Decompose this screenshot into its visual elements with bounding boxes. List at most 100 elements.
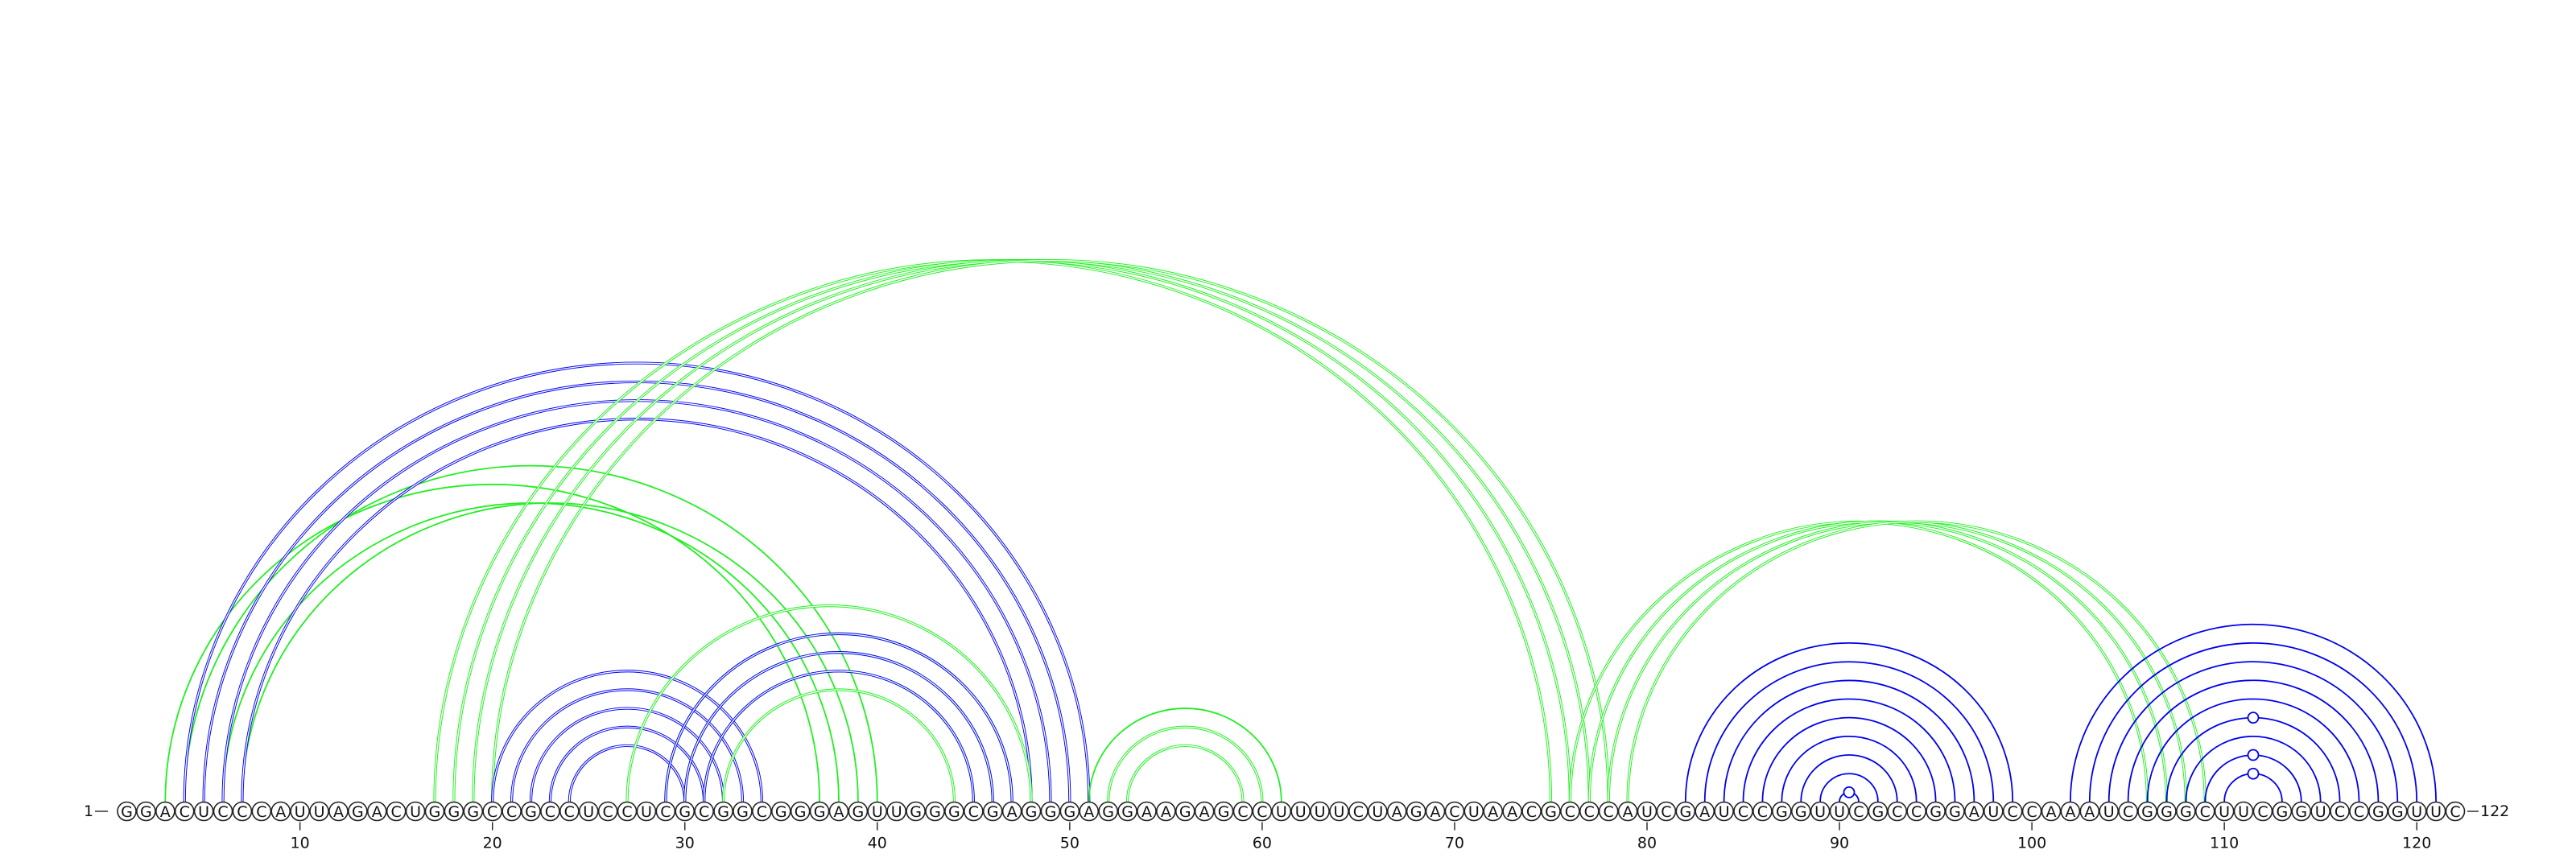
nucleotide-8: C — [251, 801, 272, 822]
arc-marker-110-113 — [2247, 767, 2260, 780]
nucleotide-56: G — [1174, 801, 1195, 822]
nucleotide-circle-21 — [502, 801, 522, 822]
nucleotide-letter-11: U — [314, 803, 325, 821]
nucleotide-letter-115: U — [2315, 803, 2326, 821]
arc-blue-31-45-inner — [704, 670, 974, 802]
nucleotide-104: U — [2099, 801, 2120, 822]
arc-marker-90-91 — [1843, 786, 1856, 798]
nucleotide-letter-44: G — [948, 803, 960, 821]
nucleotide-letter-87: G — [1776, 803, 1788, 821]
nucleotide-circle-60 — [1252, 801, 1273, 822]
nucleotide-46: G — [982, 801, 1003, 822]
nucleotide-73: A — [1502, 801, 1522, 822]
nucleotide-letter-15: C — [391, 803, 402, 821]
tick-label-110: 110 — [2210, 835, 2239, 852]
nucleotide-circle-64 — [1329, 801, 1349, 822]
nucleotide-circle-53 — [1117, 801, 1137, 822]
nucleotide-letter-119: G — [2392, 803, 2404, 821]
nucleotide-72: A — [1483, 801, 1504, 822]
nucleotide-letter-68: G — [1410, 803, 1422, 821]
nucleotide-60: C — [1252, 801, 1273, 822]
nucleotide-circle-18 — [444, 801, 464, 822]
nucleotide-circle-44 — [944, 801, 964, 822]
nucleotide-105: C — [2118, 801, 2138, 822]
arc-blue-86-95 — [1761, 717, 1937, 802]
nucleotide-115: U — [2310, 801, 2330, 822]
nucleotide-letter-38: A — [833, 803, 844, 821]
nucleotide-circle-112 — [2252, 801, 2273, 822]
tick-label-60: 60 — [1253, 835, 1272, 852]
nucleotide-letter-91: C — [1853, 803, 1864, 821]
nucleotide-circle-40 — [867, 801, 888, 822]
nucleotide-88: G — [1790, 801, 1811, 822]
nucleotide-85: C — [1733, 801, 1753, 822]
nucleotide-letter-66: U — [1372, 803, 1383, 821]
nucleotide-circle-33 — [733, 801, 753, 822]
nucleotide-letter-64: U — [1334, 803, 1345, 821]
nucleotide-circle-42 — [906, 801, 926, 822]
nucleotide-letter-50: G — [1063, 803, 1075, 821]
nucleotide-circle-54 — [1137, 801, 1157, 822]
nucleotide-37: G — [809, 801, 830, 822]
nucleotide-77: C — [1579, 801, 1600, 822]
nucleotide-43: G — [925, 801, 945, 822]
nucleotide-47: A — [1001, 801, 1022, 822]
nucleotide-letter-41: U — [891, 803, 902, 821]
nucleotide-letter-52: G — [1102, 803, 1114, 821]
nucleotide-circle-94 — [1906, 801, 1926, 822]
nucleotide-letter-88: G — [1795, 803, 1807, 821]
end-label: 122 — [2480, 802, 2509, 820]
nucleotide-circle-83 — [1695, 801, 1715, 822]
nucleotide-letter-79: A — [1623, 803, 1633, 821]
nucleotide-30: G — [675, 801, 696, 822]
nucleotide-circle-41 — [886, 801, 906, 822]
nucleotide-circle-113 — [2272, 801, 2293, 822]
nucleotide-letter-105: C — [2123, 803, 2133, 821]
nucleotide-90: U — [1829, 801, 1850, 822]
nucleotide-circle-121 — [2425, 801, 2446, 822]
nucleotide-14: A — [366, 801, 387, 822]
nucleotide-letter-54: A — [1141, 803, 1152, 821]
nucleotide-89: U — [1810, 801, 1831, 822]
nucleotide-circle-36 — [790, 801, 811, 822]
nucleotide-circle-115 — [2310, 801, 2330, 822]
arc-green-32-44-inner — [722, 689, 956, 802]
nucleotide-circle-93 — [1887, 801, 1908, 822]
nucleotide-circle-38 — [828, 801, 849, 822]
arc-blue-30-46 — [683, 651, 994, 802]
nucleotide-letter-76: C — [1565, 803, 1575, 821]
arc-blue-20-34-inner — [492, 670, 763, 802]
nucleotide-letter-106: G — [2141, 803, 2153, 821]
nucleotide-circle-75 — [1541, 801, 1561, 822]
nucleotide-circle-49 — [1040, 801, 1061, 822]
nucleotide-3: A — [155, 801, 175, 822]
nucleotide-11: U — [309, 801, 329, 822]
arc-green-3-37 — [164, 483, 820, 802]
nucleotide-80: U — [1637, 801, 1657, 822]
nucleotide-letter-34: C — [757, 803, 767, 821]
nucleotide-circle-34 — [752, 801, 772, 822]
nucleotide-circle-81 — [1656, 801, 1677, 822]
arc-green-53-59-inner — [1126, 745, 1244, 802]
arc-blue-84-97 — [1723, 679, 1975, 802]
nucleotide-circle-74 — [1521, 801, 1542, 822]
nucleotide-letter-39: G — [852, 803, 865, 821]
nucleotide-circle-10 — [290, 801, 310, 822]
nucleotide-circle-65 — [1348, 801, 1368, 822]
nucleotide-circle-79 — [1617, 801, 1638, 822]
nucleotide-circle-70 — [1444, 801, 1465, 822]
nucleotide-circle-68 — [1406, 801, 1426, 822]
nucleotide-circle-59 — [1232, 801, 1253, 822]
arc-blue-85-96 — [1742, 698, 1956, 802]
arc-green-30-46-inner — [684, 652, 993, 802]
arc-green-77-107-inner — [1588, 521, 2168, 802]
nucleotide-circle-118 — [2368, 801, 2388, 822]
nucleotide-letter-75: G — [1545, 803, 1557, 821]
nucleotide-letter-19: G — [467, 803, 479, 821]
start-label: 1 — [84, 802, 93, 820]
nucleotide-letter-6: C — [217, 803, 228, 821]
arc-blue-83-98 — [1703, 662, 1995, 802]
nucleotide-57: A — [1194, 801, 1215, 822]
nucleotide-letter-1: G — [121, 803, 133, 821]
arc-green-78-108 — [1608, 522, 2186, 802]
